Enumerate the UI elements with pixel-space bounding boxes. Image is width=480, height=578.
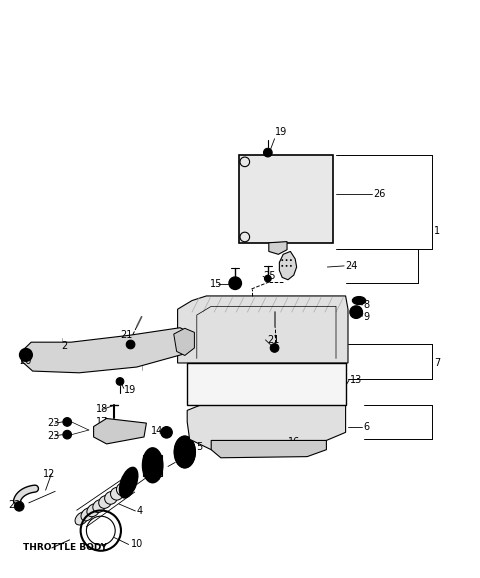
Text: 14: 14 [151, 425, 163, 436]
Text: 15: 15 [210, 279, 223, 290]
Circle shape [281, 259, 283, 261]
Text: 19: 19 [124, 385, 136, 395]
Circle shape [14, 502, 24, 511]
Circle shape [116, 377, 124, 386]
Ellipse shape [177, 439, 193, 465]
Circle shape [23, 351, 29, 358]
Ellipse shape [143, 448, 163, 483]
Text: THROTTLE BODY: THROTTLE BODY [23, 543, 107, 553]
Ellipse shape [81, 508, 94, 521]
Polygon shape [178, 296, 348, 363]
Text: 5: 5 [196, 442, 202, 453]
Text: 26: 26 [373, 188, 386, 199]
Text: 6: 6 [364, 421, 370, 432]
Circle shape [65, 433, 69, 436]
Ellipse shape [122, 479, 135, 492]
FancyBboxPatch shape [143, 455, 162, 476]
Circle shape [161, 427, 172, 438]
Text: 13: 13 [350, 375, 363, 386]
Text: 24: 24 [346, 261, 358, 271]
Text: 10: 10 [131, 539, 143, 550]
Text: 11: 11 [149, 472, 161, 482]
Text: 23: 23 [47, 418, 60, 428]
Ellipse shape [110, 487, 123, 500]
Ellipse shape [99, 495, 111, 509]
Circle shape [286, 259, 288, 261]
Ellipse shape [175, 437, 194, 467]
Text: 7: 7 [434, 358, 441, 368]
Ellipse shape [145, 453, 160, 478]
Text: 3: 3 [177, 457, 183, 468]
Text: 2: 2 [61, 340, 68, 351]
Bar [187, 363, 346, 405]
Text: 23: 23 [47, 431, 60, 441]
Polygon shape [269, 242, 287, 254]
Text: 17: 17 [96, 417, 108, 427]
Ellipse shape [87, 504, 100, 517]
Circle shape [126, 340, 135, 349]
Text: 22: 22 [9, 499, 21, 510]
Ellipse shape [120, 468, 138, 498]
Ellipse shape [177, 439, 192, 465]
Ellipse shape [178, 440, 192, 464]
FancyBboxPatch shape [239, 155, 333, 243]
Polygon shape [94, 418, 146, 444]
Circle shape [63, 418, 72, 426]
Circle shape [269, 448, 278, 456]
Ellipse shape [75, 512, 88, 525]
Ellipse shape [174, 436, 195, 468]
Ellipse shape [176, 438, 194, 466]
Circle shape [229, 277, 241, 290]
Text: 16: 16 [288, 437, 300, 447]
Text: 18: 18 [96, 404, 108, 414]
Polygon shape [279, 251, 297, 280]
Polygon shape [22, 328, 192, 373]
Text: 8: 8 [363, 300, 370, 310]
Circle shape [264, 149, 272, 157]
Text: 25: 25 [263, 271, 276, 281]
Ellipse shape [93, 499, 106, 513]
Text: 4: 4 [137, 506, 143, 516]
Circle shape [286, 265, 288, 267]
Circle shape [270, 344, 279, 352]
Text: 12: 12 [43, 469, 56, 479]
Ellipse shape [105, 491, 118, 504]
Circle shape [281, 265, 283, 267]
Polygon shape [211, 440, 326, 458]
Circle shape [290, 265, 292, 267]
Polygon shape [187, 402, 346, 450]
Circle shape [353, 309, 360, 316]
Circle shape [290, 259, 292, 261]
Circle shape [232, 280, 239, 287]
Circle shape [20, 349, 32, 361]
Circle shape [350, 306, 362, 318]
Circle shape [163, 428, 170, 436]
Ellipse shape [117, 483, 129, 496]
Text: 21: 21 [120, 330, 132, 340]
Circle shape [65, 420, 69, 424]
Text: 1: 1 [434, 226, 441, 236]
Polygon shape [174, 328, 194, 355]
Text: 19: 19 [275, 127, 287, 137]
Circle shape [264, 275, 271, 282]
Circle shape [63, 431, 72, 439]
Ellipse shape [352, 297, 366, 305]
Text: 20: 20 [19, 356, 32, 366]
Text: 21: 21 [267, 335, 279, 345]
Text: 9: 9 [363, 312, 370, 322]
